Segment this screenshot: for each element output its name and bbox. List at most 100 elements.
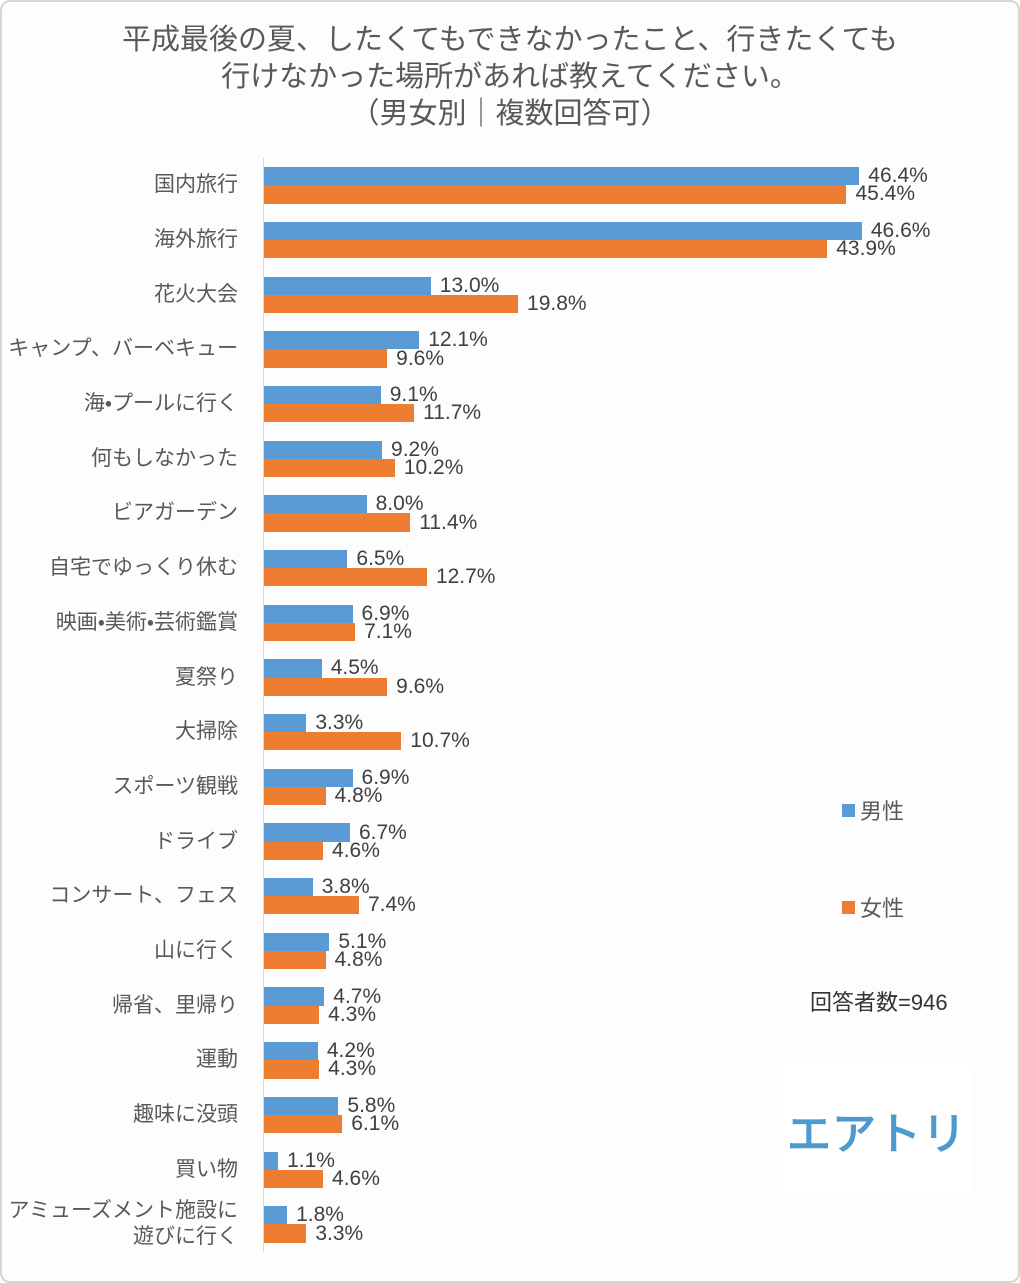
bar-group: 6.7% 4.6%: [264, 821, 407, 862]
bar-group: 4.5% 9.6%: [264, 656, 444, 698]
category-label: 夏祭り: [175, 665, 238, 689]
chart-title-line1: 平成最後の夏、したくてもできなかったこと、行きたくても: [121, 24, 899, 56]
bar-group: 6.9% 7.1%: [264, 602, 412, 643]
chart-row: 大掃除 3.3% 10.7%: [2, 705, 1018, 760]
category-label: 何もしなかった: [91, 446, 238, 470]
male-value-label: 46.6%: [870, 218, 931, 242]
male-bar-line: 9.2%: [264, 438, 463, 461]
female-value-label: 7.4%: [367, 893, 416, 917]
male-bar: [264, 276, 431, 295]
chart-row: 夏祭り 4.5% 9.6%: [2, 650, 1018, 705]
chart-row: 花火大会 13.0% 19.8%: [2, 267, 1018, 322]
female-value-label: 9.6%: [396, 346, 445, 370]
female-bar-line: 7.1%: [264, 620, 412, 643]
male-value-label: 8.0%: [375, 492, 424, 516]
airtrip-logo: エアトリ: [782, 1064, 972, 1195]
female-value-label: 10.2%: [403, 455, 464, 479]
female-bar: [264, 1060, 320, 1079]
category-label: コンサート、フェス: [49, 884, 238, 908]
female-bar-line: 4.3%: [264, 1003, 381, 1026]
category-label: 大掃除: [175, 720, 238, 744]
legend-item-female: 女性: [842, 891, 904, 923]
legend-female-label: 女性: [860, 896, 905, 921]
female-value-label: 9.6%: [396, 674, 445, 698]
female-bar: [264, 896, 359, 915]
female-bar-line: 45.4%: [264, 182, 928, 206]
bar-group: 46.6% 43.9%: [264, 218, 931, 261]
male-bar-line: 46.4%: [264, 164, 928, 187]
bar-group: 1.1% 4.6%: [264, 1148, 380, 1190]
female-value-label: 10.7%: [410, 729, 470, 753]
male-value-label: 5.8%: [347, 1093, 396, 1117]
category-label: スポーツ観戦: [112, 774, 238, 798]
chart-row: 山に行く 5.1% 4.8%: [2, 924, 1018, 979]
female-value-label: 11.4%: [419, 510, 478, 534]
female-value-label: 6.1%: [351, 1112, 400, 1136]
male-bar-line: 6.5%: [264, 547, 495, 571]
bar-group: 3.8% 7.4%: [264, 875, 416, 917]
male-value-label: 4.5%: [330, 656, 379, 680]
bar-group: 1.8% 3.3%: [264, 1203, 363, 1245]
female-value-label: 4.6%: [332, 838, 380, 862]
male-bar-line: 3.3%: [264, 711, 470, 735]
male-bar-line: 1.1%: [264, 1148, 380, 1172]
male-value-label: 3.3%: [315, 711, 364, 735]
male-bar-line: 4.7%: [264, 985, 381, 1008]
male-value-label: 4.7%: [333, 984, 382, 1008]
male-bar: [264, 768, 353, 787]
category-label: 趣味に没頭: [133, 1103, 238, 1127]
chart-row: 何もしなかった 9.2% 10.2%: [2, 431, 1018, 486]
category-label: ビアガーデン: [112, 501, 238, 525]
chart-row: 映画・美術・芸術鑑賞 6.9% 7.1%: [2, 596, 1018, 651]
bar-group: 9.1% 11.7%: [264, 383, 481, 424]
bar-group: 5.1% 4.8%: [264, 930, 386, 971]
female-value-label: 3.3%: [315, 1221, 364, 1245]
male-bar-line: 46.6%: [264, 218, 931, 242]
male-value-label: 3.8%: [321, 875, 370, 899]
category-label: 自宅でゆっくり休む: [49, 556, 238, 580]
female-value-label: 4.8%: [334, 784, 383, 807]
female-bar-line: 9.6%: [264, 347, 488, 370]
category-label: 帰省、里帰り: [112, 993, 238, 1017]
category-label: 山に行く: [154, 938, 238, 962]
male-bar-line: 4.2%: [264, 1039, 376, 1063]
male-bar-line: 3.8%: [264, 875, 416, 899]
male-bar: [264, 932, 330, 951]
female-value-label: 19.8%: [527, 291, 587, 315]
bar-group: 3.3% 10.7%: [264, 711, 470, 753]
male-bar-line: 5.1%: [264, 930, 386, 953]
respondent-count: 回答者数=946: [810, 990, 948, 1015]
chart-title-line3: （男女別｜複数回答可）: [350, 98, 670, 130]
male-value-label: 1.1%: [287, 1148, 335, 1172]
female-bar-line: 4.6%: [264, 1167, 380, 1190]
female-bar-line: 7.4%: [264, 893, 416, 917]
female-bar: [264, 786, 326, 806]
male-bar-line: 13.0%: [264, 274, 587, 297]
bar-group: 13.0% 19.8%: [264, 274, 587, 315]
male-value-label: 1.8%: [296, 1203, 344, 1227]
chart-row: 海外旅行 46.6% 43.9%: [2, 213, 1018, 268]
female-bar: [264, 1115, 343, 1134]
category-label: 海・プールに行く: [83, 392, 238, 416]
male-bar-line: 5.8%: [264, 1093, 399, 1117]
male-value-label: 6.5%: [356, 547, 405, 571]
chart-rows: 国内旅行 46.4% 45.4% 海外旅行 46.6% 43.9% 花火大会 13.0% 19.…: [2, 158, 1018, 1252]
female-bar: [264, 513, 411, 532]
category-label: 国内旅行: [154, 173, 238, 197]
male-bar-line: 6.7%: [264, 821, 407, 844]
female-value-label: 4.3%: [328, 1057, 377, 1081]
male-value-label: 9.1%: [389, 383, 438, 406]
male-bar: [264, 1042, 318, 1061]
category-label: 買い物: [175, 1157, 238, 1181]
female-value-label: 43.9%: [836, 237, 896, 261]
male-bar: [264, 987, 325, 1006]
male-bar: [264, 659, 322, 678]
male-bar: [264, 167, 860, 186]
male-swatch-icon: [842, 803, 855, 817]
male-bar-line: 6.9%: [264, 766, 409, 789]
female-value-label: 45.4%: [855, 182, 916, 206]
male-value-label: 4.2%: [326, 1039, 375, 1063]
bar-group: 5.8% 6.1%: [264, 1093, 400, 1136]
male-value-label: 12.1%: [428, 328, 488, 352]
chart-title-line2: 行けなかった場所があれば教えてください。: [221, 61, 799, 93]
